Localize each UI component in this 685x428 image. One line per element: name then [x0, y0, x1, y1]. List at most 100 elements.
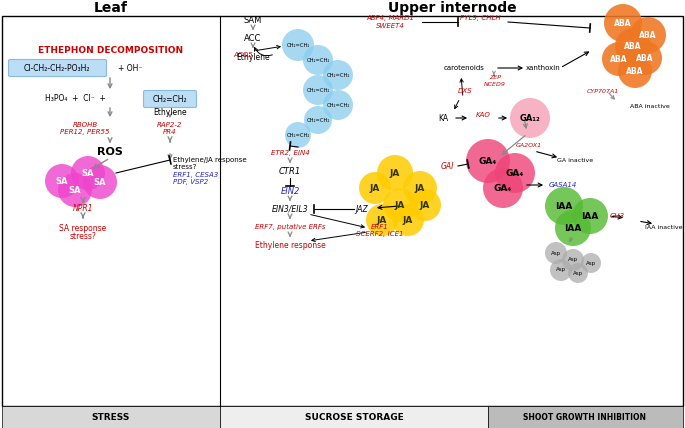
Text: ABA inactive: ABA inactive — [630, 104, 670, 109]
Text: stress?: stress? — [173, 164, 197, 170]
Text: SA: SA — [68, 185, 82, 194]
Text: SA: SA — [82, 169, 95, 178]
Text: SA response: SA response — [60, 223, 107, 232]
Circle shape — [545, 242, 567, 264]
Text: + OH⁻: + OH⁻ — [118, 63, 142, 72]
Circle shape — [628, 41, 662, 75]
Text: Asp: Asp — [573, 270, 583, 276]
Text: CYP707A1: CYP707A1 — [587, 89, 619, 93]
Circle shape — [550, 259, 572, 281]
Text: CH₂=CH₂: CH₂=CH₂ — [286, 133, 310, 137]
Text: CH₂=CH₂: CH₂=CH₂ — [306, 87, 329, 92]
Text: GH3: GH3 — [610, 213, 625, 219]
Text: GA₄: GA₄ — [506, 169, 524, 178]
Circle shape — [383, 188, 417, 222]
Text: CH₂=CH₂: CH₂=CH₂ — [326, 72, 349, 77]
Text: Asp: Asp — [551, 250, 561, 256]
Circle shape — [285, 122, 311, 148]
Text: PDF, VSP2: PDF, VSP2 — [173, 179, 208, 185]
Circle shape — [568, 263, 588, 283]
Circle shape — [615, 28, 651, 64]
Text: IAA inactive: IAA inactive — [645, 225, 683, 229]
Bar — [488, 406, 683, 428]
Text: Asp: Asp — [556, 268, 566, 273]
Text: GA2OX1: GA2OX1 — [516, 143, 542, 148]
Text: ROS: ROS — [97, 147, 123, 157]
Text: Ethylene: Ethylene — [236, 53, 270, 62]
Text: KA: KA — [438, 113, 448, 122]
Text: EIN3/EIL3: EIN3/EIL3 — [272, 205, 308, 214]
Circle shape — [83, 165, 117, 199]
Text: IAA: IAA — [582, 211, 599, 220]
Text: SWEET4: SWEET4 — [375, 23, 404, 29]
Text: Leaf: Leaf — [94, 1, 128, 15]
Circle shape — [604, 4, 642, 42]
Text: CH₂=CH₂: CH₂=CH₂ — [153, 95, 187, 104]
Text: IAA: IAA — [564, 223, 582, 232]
FancyBboxPatch shape — [8, 59, 106, 77]
Circle shape — [45, 164, 79, 198]
Text: CTR1: CTR1 — [279, 166, 301, 175]
Circle shape — [377, 155, 413, 191]
Text: ACC: ACC — [245, 33, 262, 42]
Text: Cl-CH₂-CH₂-PO₃H₂: Cl-CH₂-CH₂-PO₃H₂ — [24, 63, 90, 72]
Circle shape — [282, 29, 314, 61]
Text: GA₄: GA₄ — [479, 157, 497, 166]
Text: PYL9, CHLH: PYL9, CHLH — [460, 15, 500, 21]
Text: JA: JA — [390, 169, 400, 178]
Text: ERF1, CESA3: ERF1, CESA3 — [173, 172, 219, 178]
Circle shape — [510, 98, 550, 138]
Circle shape — [409, 189, 441, 221]
Text: Upper internode: Upper internode — [388, 1, 516, 15]
Circle shape — [562, 249, 584, 271]
Text: JA: JA — [395, 200, 406, 209]
Text: RBOHB: RBOHB — [73, 122, 97, 128]
Text: GAI: GAI — [440, 161, 453, 170]
Text: PR4: PR4 — [163, 129, 177, 135]
Circle shape — [403, 171, 437, 205]
Text: SHOOT GROWTH INHIBITION: SHOOT GROWTH INHIBITION — [523, 413, 647, 422]
Bar — [220, 406, 488, 428]
Text: CH₂=CH₂: CH₂=CH₂ — [286, 42, 310, 48]
Text: ERF1: ERF1 — [371, 224, 389, 230]
Text: JA: JA — [415, 184, 425, 193]
Circle shape — [555, 210, 591, 246]
Circle shape — [581, 253, 601, 273]
Circle shape — [545, 187, 583, 225]
Text: KAO: KAO — [475, 112, 490, 118]
Text: NPR1: NPR1 — [73, 203, 93, 212]
Text: ERF7, putative ERFs: ERF7, putative ERFs — [255, 224, 325, 230]
Text: ABA: ABA — [636, 54, 653, 62]
Circle shape — [304, 106, 332, 134]
Circle shape — [392, 204, 424, 236]
Text: CH₂=CH₂: CH₂=CH₂ — [306, 57, 329, 62]
Text: NCED9: NCED9 — [484, 81, 506, 86]
Text: IAA: IAA — [556, 202, 573, 211]
Text: stress?: stress? — [70, 232, 97, 241]
Text: GA₄: GA₄ — [494, 184, 512, 193]
Text: carotenoids: carotenoids — [444, 65, 484, 71]
Text: JA: JA — [403, 216, 413, 225]
Text: CH₂=CH₂: CH₂=CH₂ — [306, 118, 329, 122]
Text: SUCROSE STORAGE: SUCROSE STORAGE — [305, 413, 403, 422]
Text: SA: SA — [94, 178, 106, 187]
Circle shape — [630, 17, 666, 53]
Text: ABF4, MARD1: ABF4, MARD1 — [366, 15, 414, 21]
Circle shape — [366, 204, 398, 236]
Text: ETHEPHON DECOMPOSITION: ETHEPHON DECOMPOSITION — [38, 45, 184, 54]
Text: ACO5: ACO5 — [233, 52, 253, 58]
Text: GA inactive: GA inactive — [557, 158, 593, 163]
Circle shape — [359, 172, 391, 204]
Text: DXS: DXS — [458, 88, 473, 94]
Circle shape — [483, 168, 523, 208]
Text: Asp: Asp — [586, 261, 596, 265]
Text: Ethylene response: Ethylene response — [255, 241, 325, 250]
Circle shape — [572, 198, 608, 234]
Text: ABA: ABA — [610, 54, 627, 63]
Text: STRESS: STRESS — [92, 413, 130, 422]
Circle shape — [495, 153, 535, 193]
Bar — [2, 406, 220, 428]
Text: ABA: ABA — [614, 18, 632, 27]
Text: Ethylene: Ethylene — [153, 107, 187, 116]
Circle shape — [323, 60, 353, 90]
